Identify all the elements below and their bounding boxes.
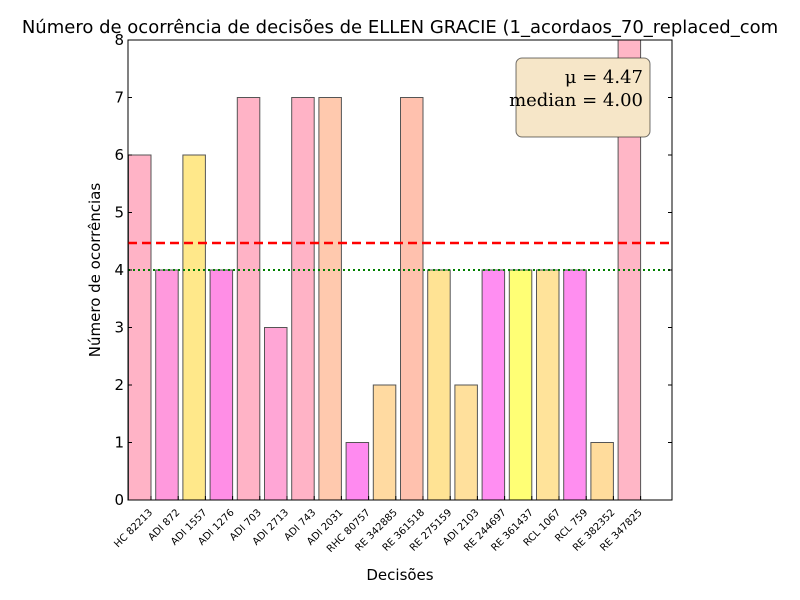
y-tick-label: 4	[114, 261, 124, 279]
bar-adi-2103	[454, 384, 478, 501]
x-axis-label: Decisões	[366, 566, 433, 584]
bar-re-244697	[481, 269, 506, 501]
bars-group	[128, 39, 642, 501]
stats-box-background	[515, 57, 651, 138]
bar-adi-2713	[264, 327, 288, 501]
bar-rhc-80757	[345, 442, 370, 501]
y-tick-label: 8	[114, 31, 124, 49]
bar-adi-872	[155, 269, 179, 501]
bar-adi-743	[291, 97, 315, 501]
y-tick-label: 0	[114, 491, 124, 509]
x-tick-label: HC 82213	[112, 507, 155, 550]
bar-re-275159	[427, 269, 451, 501]
bar-rcl-1067	[536, 269, 560, 501]
chart-title: Número de ocorrência de decisões de ELLE…	[22, 17, 778, 38]
y-tick-label: 7	[114, 89, 124, 107]
y-axis-ticks: 0 1 2 3 4 5 6 7 8	[114, 31, 672, 509]
bar-re-342885	[372, 384, 397, 501]
reference-lines	[128, 241, 672, 271]
stats-mean-text: μ = 4.47	[565, 67, 643, 88]
y-tick-label: 3	[114, 319, 124, 337]
bar-adi-1557	[182, 154, 206, 501]
stats-median-text: median = 4.00	[509, 90, 643, 111]
bar-rcl-759	[563, 269, 587, 501]
y-tick-label: 5	[114, 204, 124, 222]
bar-adi-1276	[209, 269, 234, 501]
bar-re-382352	[590, 442, 614, 501]
y-axis-label: Número de ocorrências	[86, 183, 104, 358]
bar-re-361437	[508, 269, 533, 501]
y-tick-label: 2	[114, 376, 124, 394]
y-tick-label: 6	[114, 146, 124, 164]
bar-adi-2031	[318, 97, 342, 501]
bar-adi-703	[236, 97, 261, 501]
stats-box: μ = 4.47 median = 4.00	[509, 57, 651, 138]
y-tick-label: 1	[114, 434, 124, 452]
bar-re-361518	[400, 97, 424, 501]
